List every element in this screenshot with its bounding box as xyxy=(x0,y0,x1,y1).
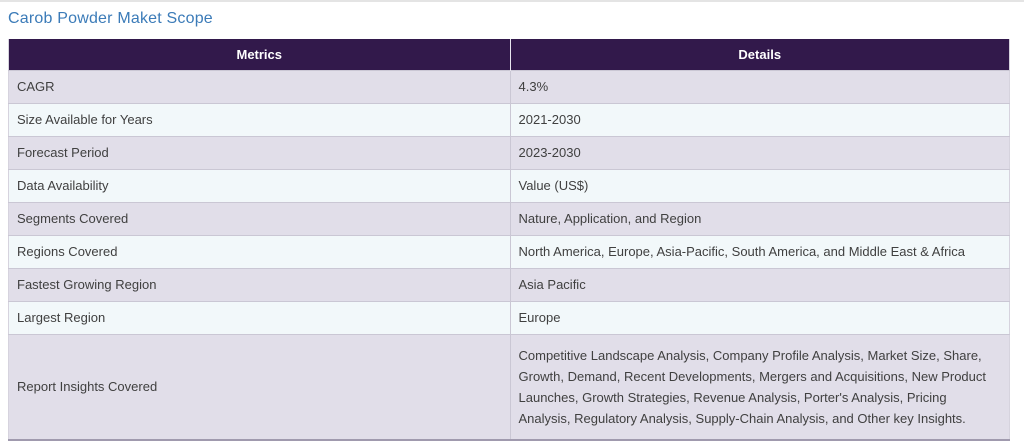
page-title: Carob Powder Maket Scope xyxy=(8,10,213,27)
table-row: Regions Covered North America, Europe, A… xyxy=(8,234,1010,268)
detail-cell: 4.3% xyxy=(509,69,1010,103)
metric-cell: Data Availability xyxy=(8,168,510,202)
header-row: Metrics Details xyxy=(8,39,1010,70)
metric-cell: Largest Region xyxy=(8,300,510,334)
detail-cell: Europe xyxy=(509,300,1010,334)
detail-cell: Competitive Landscape Analysis, Company … xyxy=(509,333,1010,440)
market-scope-table: Metrics Details CAGR 4.3% Size Available… xyxy=(8,39,1010,441)
table-row: Data Availability Value (US$) xyxy=(8,168,1010,202)
table-row: Segments Covered Nature, Application, an… xyxy=(8,201,1010,235)
detail-cell: 2023-2030 xyxy=(509,135,1010,169)
metric-cell: Size Available for Years xyxy=(8,102,510,136)
table-row: Largest Region Europe xyxy=(8,300,1010,334)
metrics-column-header: Metrics xyxy=(8,39,510,70)
metric-cell: CAGR xyxy=(8,69,510,103)
metric-cell: Forecast Period xyxy=(8,135,510,169)
table-body: CAGR 4.3% Size Available for Years 2021-… xyxy=(8,69,1010,440)
top-divider xyxy=(0,0,1024,2)
report-insights-text: Competitive Landscape Analysis, Company … xyxy=(518,347,987,426)
detail-cell: Value (US$) xyxy=(509,168,1010,202)
table-row: CAGR 4.3% xyxy=(8,69,1010,103)
detail-cell: Asia Pacific xyxy=(509,267,1010,301)
table-row: Size Available for Years 2021-2030 xyxy=(8,102,1010,136)
metric-cell: Report Insights Covered xyxy=(8,333,510,440)
table-row: Report Insights Covered Competitive Land… xyxy=(8,333,1010,440)
metric-cell: Segments Covered xyxy=(8,201,510,235)
table-header: Metrics Details xyxy=(8,39,1010,70)
metric-cell: Fastest Growing Region xyxy=(8,267,510,301)
table-row: Forecast Period 2023-2030 xyxy=(8,135,1010,169)
details-column-header: Details xyxy=(509,39,1010,70)
detail-cell: 2021-2030 xyxy=(509,102,1010,136)
detail-cell: Nature, Application, and Region xyxy=(509,201,1010,235)
metric-cell: Regions Covered xyxy=(8,234,510,268)
table-row: Fastest Growing Region Asia Pacific xyxy=(8,267,1010,301)
detail-cell: North America, Europe, Asia-Pacific, Sou… xyxy=(509,234,1010,268)
